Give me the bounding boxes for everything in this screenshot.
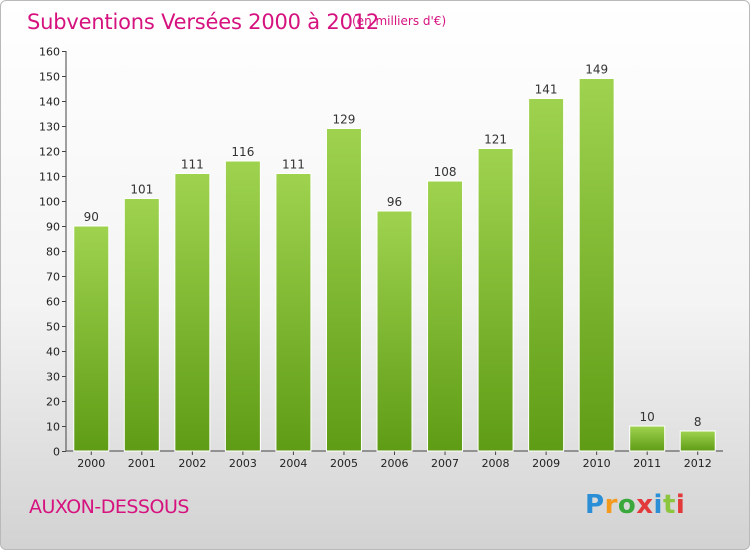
- logo-letter: x: [636, 490, 654, 520]
- y-tick-label: 30: [46, 371, 60, 384]
- bar-value-label: 101: [130, 183, 153, 197]
- chart-subtitle: (en milliers d'€): [352, 14, 447, 28]
- bar: [427, 180, 464, 452]
- bar: [275, 173, 312, 452]
- x-tick-label: 2003: [229, 457, 257, 470]
- bar: [629, 425, 666, 452]
- bar-value-label: 129: [333, 113, 356, 127]
- y-tick-label: 50: [46, 321, 60, 334]
- y-tick-label: 150: [39, 71, 60, 84]
- bar: [528, 98, 565, 452]
- chart-title: Subventions Versées 2000 à 2012: [27, 10, 380, 34]
- logo-letter: i: [653, 490, 663, 520]
- y-tick-label: 80: [46, 246, 60, 259]
- bar: [477, 148, 514, 452]
- bar: [224, 160, 261, 452]
- y-tick-label: 140: [39, 96, 60, 109]
- x-tick-label: 2006: [381, 457, 409, 470]
- logo-letter: o: [617, 490, 637, 520]
- y-tick-label: 110: [39, 171, 60, 184]
- bar-value-label: 149: [585, 63, 608, 77]
- y-tick-label: 90: [46, 221, 60, 234]
- chart-bars: [73, 78, 716, 452]
- y-tick-label: 40: [46, 346, 60, 359]
- y-tick-label: 70: [46, 271, 60, 284]
- y-tick-label: 120: [39, 146, 60, 159]
- y-tick-label: 0: [53, 446, 60, 459]
- logo-letter: r: [604, 490, 618, 520]
- x-tick-label: 2005: [330, 457, 358, 470]
- x-tick-label: 2007: [431, 457, 459, 470]
- x-tick-label: 2002: [178, 457, 206, 470]
- logo-letter: t: [662, 490, 676, 520]
- chart-axes: 0 10 20 30 40 50 60 70 80 90 100 110 120 130 140 150 160…: [39, 46, 723, 470]
- x-tick-label: 2009: [532, 457, 560, 470]
- logo-letter: P: [585, 490, 605, 520]
- y-tick-label: 160: [39, 46, 60, 59]
- bar: [679, 430, 716, 452]
- y-tick-label: 130: [39, 121, 60, 134]
- x-tick-label: 2000: [77, 457, 105, 470]
- proxiti-logo: Proxiti: [585, 490, 685, 520]
- bar-value-label: 8: [694, 415, 702, 429]
- x-tick-label: 2010: [583, 457, 611, 470]
- x-tick-label: 2004: [279, 457, 307, 470]
- bar-value-label: 10: [640, 410, 655, 424]
- x-tick-label: 2011: [633, 457, 661, 470]
- x-tick-label: 2012: [684, 457, 712, 470]
- y-tick-label: 10: [46, 421, 60, 434]
- bar-value-label: 116: [231, 145, 254, 159]
- logo-letter: i: [675, 490, 686, 520]
- bar: [73, 225, 110, 452]
- x-tick-label: 2008: [482, 457, 510, 470]
- bar-value-label: 96: [387, 195, 402, 209]
- bar-value-label: 90: [84, 210, 99, 224]
- bar-value-label: 108: [434, 165, 457, 179]
- y-tick-label: 60: [46, 296, 60, 309]
- bar: [123, 198, 160, 452]
- bar: [325, 128, 362, 452]
- place-name: AUXON-DESSOUS: [29, 496, 189, 518]
- bar: [376, 210, 413, 452]
- bar-value-label: 141: [535, 83, 558, 97]
- bar: [174, 173, 211, 452]
- bar-value-label: 121: [484, 133, 507, 147]
- x-tick-label: 2001: [128, 457, 156, 470]
- bar-value-label: 111: [181, 158, 204, 172]
- y-tick-label: 100: [39, 196, 60, 209]
- y-tick-label: 20: [46, 396, 60, 409]
- bar: [578, 78, 615, 452]
- bar-value-label: 111: [282, 158, 305, 172]
